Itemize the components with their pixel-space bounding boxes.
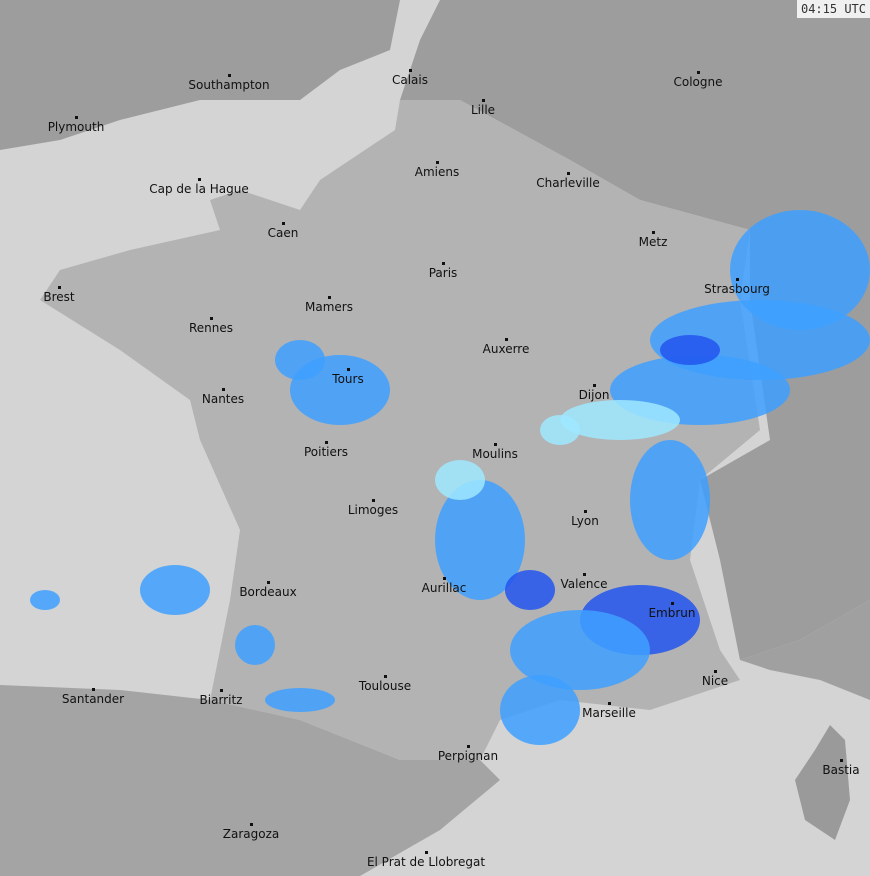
rain-cell — [500, 675, 580, 745]
city-dot — [325, 441, 328, 444]
city-dot — [198, 178, 201, 181]
spain-land — [0, 685, 500, 876]
city-label: Dijon — [578, 388, 610, 402]
city-dot — [494, 443, 497, 446]
city-dot — [58, 286, 61, 289]
city-label: Lyon — [571, 514, 599, 528]
rain-cell — [660, 335, 720, 365]
city-dot — [425, 851, 428, 854]
city-label: Aurillac — [421, 581, 467, 595]
city-dot — [671, 602, 674, 605]
city-label: Rennes — [188, 321, 234, 335]
rain-cell — [505, 570, 555, 610]
city-label: Metz — [638, 235, 668, 249]
city-label: Santander — [61, 692, 125, 706]
rain-cell — [235, 625, 275, 665]
rain-cell — [265, 688, 335, 712]
city-dot — [250, 823, 253, 826]
city-dot — [409, 69, 412, 72]
city-dot — [608, 702, 611, 705]
city-label: Valence — [560, 577, 608, 591]
city-label: Toulouse — [358, 679, 412, 693]
city-label: Limoges — [347, 503, 399, 517]
city-dot — [593, 384, 596, 387]
city-dot — [384, 675, 387, 678]
city-label: Nice — [701, 674, 729, 688]
rain-cell — [730, 210, 870, 330]
rain-cell — [140, 565, 210, 615]
city-dot — [583, 573, 586, 576]
city-label: Amiens — [414, 165, 460, 179]
city-dot — [267, 581, 270, 584]
city-dot — [567, 172, 570, 175]
precipitation-layer — [30, 210, 870, 745]
city-label: Calais — [391, 73, 429, 87]
france-land — [40, 100, 760, 760]
city-label: Auxerre — [482, 342, 530, 356]
city-dot — [652, 231, 655, 234]
city-dot — [482, 99, 485, 102]
city-label: Poitiers — [303, 445, 349, 459]
city-label: Brest — [43, 290, 75, 304]
city-label: Marseille — [582, 706, 636, 720]
city-label: Bastia — [822, 763, 860, 777]
city-label: Moulins — [472, 447, 518, 461]
city-label: Plymouth — [47, 120, 105, 134]
uk-land — [0, 0, 400, 150]
city-label: Zaragoza — [222, 827, 280, 841]
city-dot — [697, 71, 700, 74]
rain-cell — [30, 590, 60, 610]
rain-cell — [275, 340, 325, 380]
city-dot — [210, 317, 213, 320]
city-dot — [220, 689, 223, 692]
city-dot — [282, 222, 285, 225]
city-dot — [228, 74, 231, 77]
city-label: Cap de la Hague — [149, 182, 249, 196]
city-label: Bordeaux — [239, 585, 297, 599]
neighbors-land — [400, 0, 870, 660]
city-label: Cologne — [673, 75, 723, 89]
city-dot — [436, 161, 439, 164]
city-dot — [442, 262, 445, 265]
rain-cell — [630, 440, 710, 560]
city-label: Perpignan — [437, 749, 499, 763]
city-dot — [714, 670, 717, 673]
city-dot — [328, 296, 331, 299]
city-label: Embrun — [648, 606, 696, 620]
city-label: Biarritz — [199, 693, 243, 707]
city-label: Caen — [267, 226, 299, 240]
timestamp: 04:15 UTC — [796, 0, 870, 18]
city-label: Lille — [470, 103, 496, 117]
rain-cell — [435, 480, 525, 600]
city-dot — [75, 116, 78, 119]
corsica-land — [795, 725, 850, 840]
city-dot — [443, 577, 446, 580]
city-dot — [584, 510, 587, 513]
city-dot — [505, 338, 508, 341]
rain-cell — [560, 400, 680, 440]
city-label: El Prat de Llobregat — [366, 855, 486, 869]
city-dot — [736, 278, 739, 281]
italy-land — [740, 600, 870, 700]
city-dot — [372, 499, 375, 502]
city-label: Tours — [332, 372, 364, 386]
city-dot — [222, 388, 225, 391]
city-label: Paris — [428, 266, 458, 280]
city-label: Mamers — [305, 300, 353, 314]
rain-cell — [540, 415, 580, 445]
rain-cell — [435, 460, 485, 500]
city-label: Charleville — [536, 176, 600, 190]
city-label: Southampton — [188, 78, 270, 92]
city-dot — [92, 688, 95, 691]
city-label: Strasbourg — [704, 282, 770, 296]
city-dot — [467, 745, 470, 748]
city-label: Nantes — [201, 392, 245, 406]
rain-cell — [510, 610, 650, 690]
city-dot — [347, 368, 350, 371]
city-dot — [840, 759, 843, 762]
